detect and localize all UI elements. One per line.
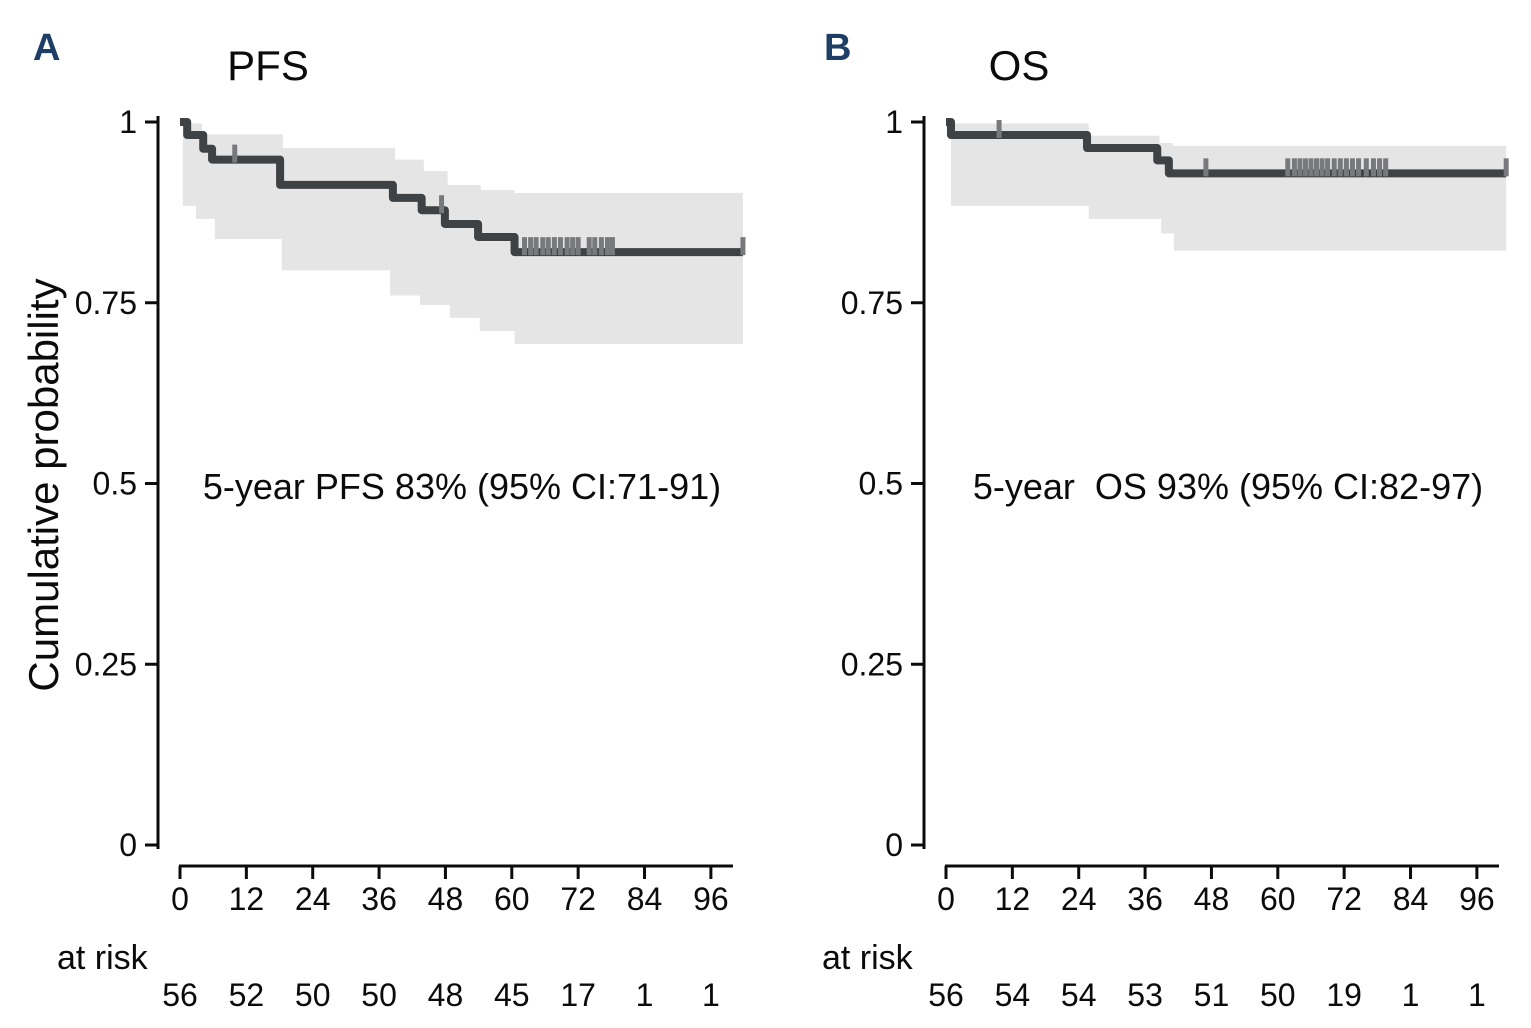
at-risk-count: 54 [995, 977, 1031, 1013]
y-tick-label: 0 [885, 827, 903, 863]
y-tick-label: 1 [885, 104, 903, 140]
x-tick-label: 72 [560, 881, 596, 917]
survival-annotation: 5-year PFS 83% (95% CI:71-91) [203, 466, 721, 507]
at-risk-count: 50 [1260, 977, 1296, 1013]
x-tick-label: 48 [1194, 881, 1230, 917]
x-tick-label: 84 [1393, 881, 1429, 917]
at-risk-count: 17 [560, 977, 596, 1013]
at-risk-count: 19 [1326, 977, 1362, 1013]
x-tick-label: 60 [1260, 881, 1296, 917]
x-tick-label: 24 [295, 881, 331, 917]
x-tick-label: 12 [995, 881, 1031, 917]
y-axis: 1 0.75 0.5 0.25 0 [841, 104, 926, 863]
y-tick-label: 0.75 [75, 285, 137, 321]
x-tick-label: 12 [229, 881, 265, 917]
y-axis-title: Cumulative probability [20, 278, 67, 691]
at-risk-count: 1 [1402, 977, 1420, 1013]
at-risk-count: 51 [1194, 977, 1230, 1013]
at-risk-count: 1 [636, 977, 654, 1013]
at-risk-count: 56 [162, 977, 198, 1013]
x-tick-label: 0 [937, 881, 955, 917]
y-tick-label: 0.5 [859, 466, 903, 502]
km-curve [180, 118, 743, 257]
censor-ticks [996, 120, 1509, 177]
x-tick-label: 96 [693, 881, 729, 917]
x-tick-label: 24 [1061, 881, 1097, 917]
panel-title: OS [989, 42, 1050, 89]
y-tick-label: 0.25 [841, 646, 903, 682]
confidence-band [950, 123, 1507, 251]
panel-label: B [824, 27, 851, 69]
y-axis: 1 0.75 0.5 0.25 0 [75, 104, 160, 863]
x-tick-label: 36 [361, 881, 397, 917]
at-risk-row: at risk 56 52 50 50 48 45 17 1 1 [57, 939, 720, 1013]
x-axis: 0 12 24 36 48 60 72 84 96 [171, 864, 733, 917]
x-tick-label: 60 [494, 881, 530, 917]
at-risk-count: 56 [928, 977, 964, 1013]
at-risk-count: 53 [1127, 977, 1163, 1013]
at-risk-count: 52 [229, 977, 265, 1013]
at-risk-count: 45 [494, 977, 530, 1013]
x-axis: 0 12 24 36 48 60 72 84 96 [937, 864, 1499, 917]
y-tick-label: 0.75 [841, 285, 903, 321]
x-tick-label: 48 [428, 881, 464, 917]
y-tick-label: 1 [119, 104, 137, 140]
panel-os: 1 0.75 0.5 0.25 0 0 12 24 36 48 60 72 84 96 at risk 56 5… [766, 0, 1531, 1028]
at-risk-count: 48 [428, 977, 464, 1013]
survival-annotation: 5-year OS 93% (95% CI:82-97) [973, 466, 1483, 507]
km-plot-pfs: 1 0.75 0.5 0.25 00 12 24 36 48 60 72 84 96 at risk 56 5… [20, 27, 746, 1013]
panel-label: A [33, 27, 60, 69]
x-tick-label: 36 [1127, 881, 1163, 917]
confidence-band [182, 123, 743, 344]
x-tick-label: 72 [1326, 881, 1362, 917]
panel-title: PFS [227, 42, 309, 89]
y-tick-label: 0.5 [93, 466, 137, 502]
panel-pfs: 1 0.75 0.5 0.25 0 0 12 24 36 48 60 72 84 96 at risk 56 5… [0, 0, 765, 1028]
x-tick-label: 0 [171, 881, 189, 917]
x-tick-label: 84 [627, 881, 663, 917]
at-risk-label: at risk [822, 939, 914, 977]
y-tick-label: 0 [119, 827, 137, 863]
at-risk-count: 1 [1468, 977, 1486, 1013]
at-risk-count: 54 [1061, 977, 1097, 1013]
at-risk-row: at risk 56 54 54 53 51 50 19 1 1 [822, 939, 1486, 1013]
km-curve [946, 118, 1507, 178]
at-risk-count: 50 [361, 977, 397, 1013]
at-risk-label: at risk [57, 939, 149, 977]
km-plot-os: 1 0.75 0.5 0.25 00 12 24 36 48 60 72 84 96 at risk 56 5… [822, 27, 1509, 1013]
y-tick-label: 0.25 [75, 646, 137, 682]
at-risk-count: 1 [702, 977, 720, 1013]
x-tick-label: 96 [1459, 881, 1495, 917]
at-risk-count: 50 [295, 977, 331, 1013]
censor-ticks [232, 144, 746, 256]
